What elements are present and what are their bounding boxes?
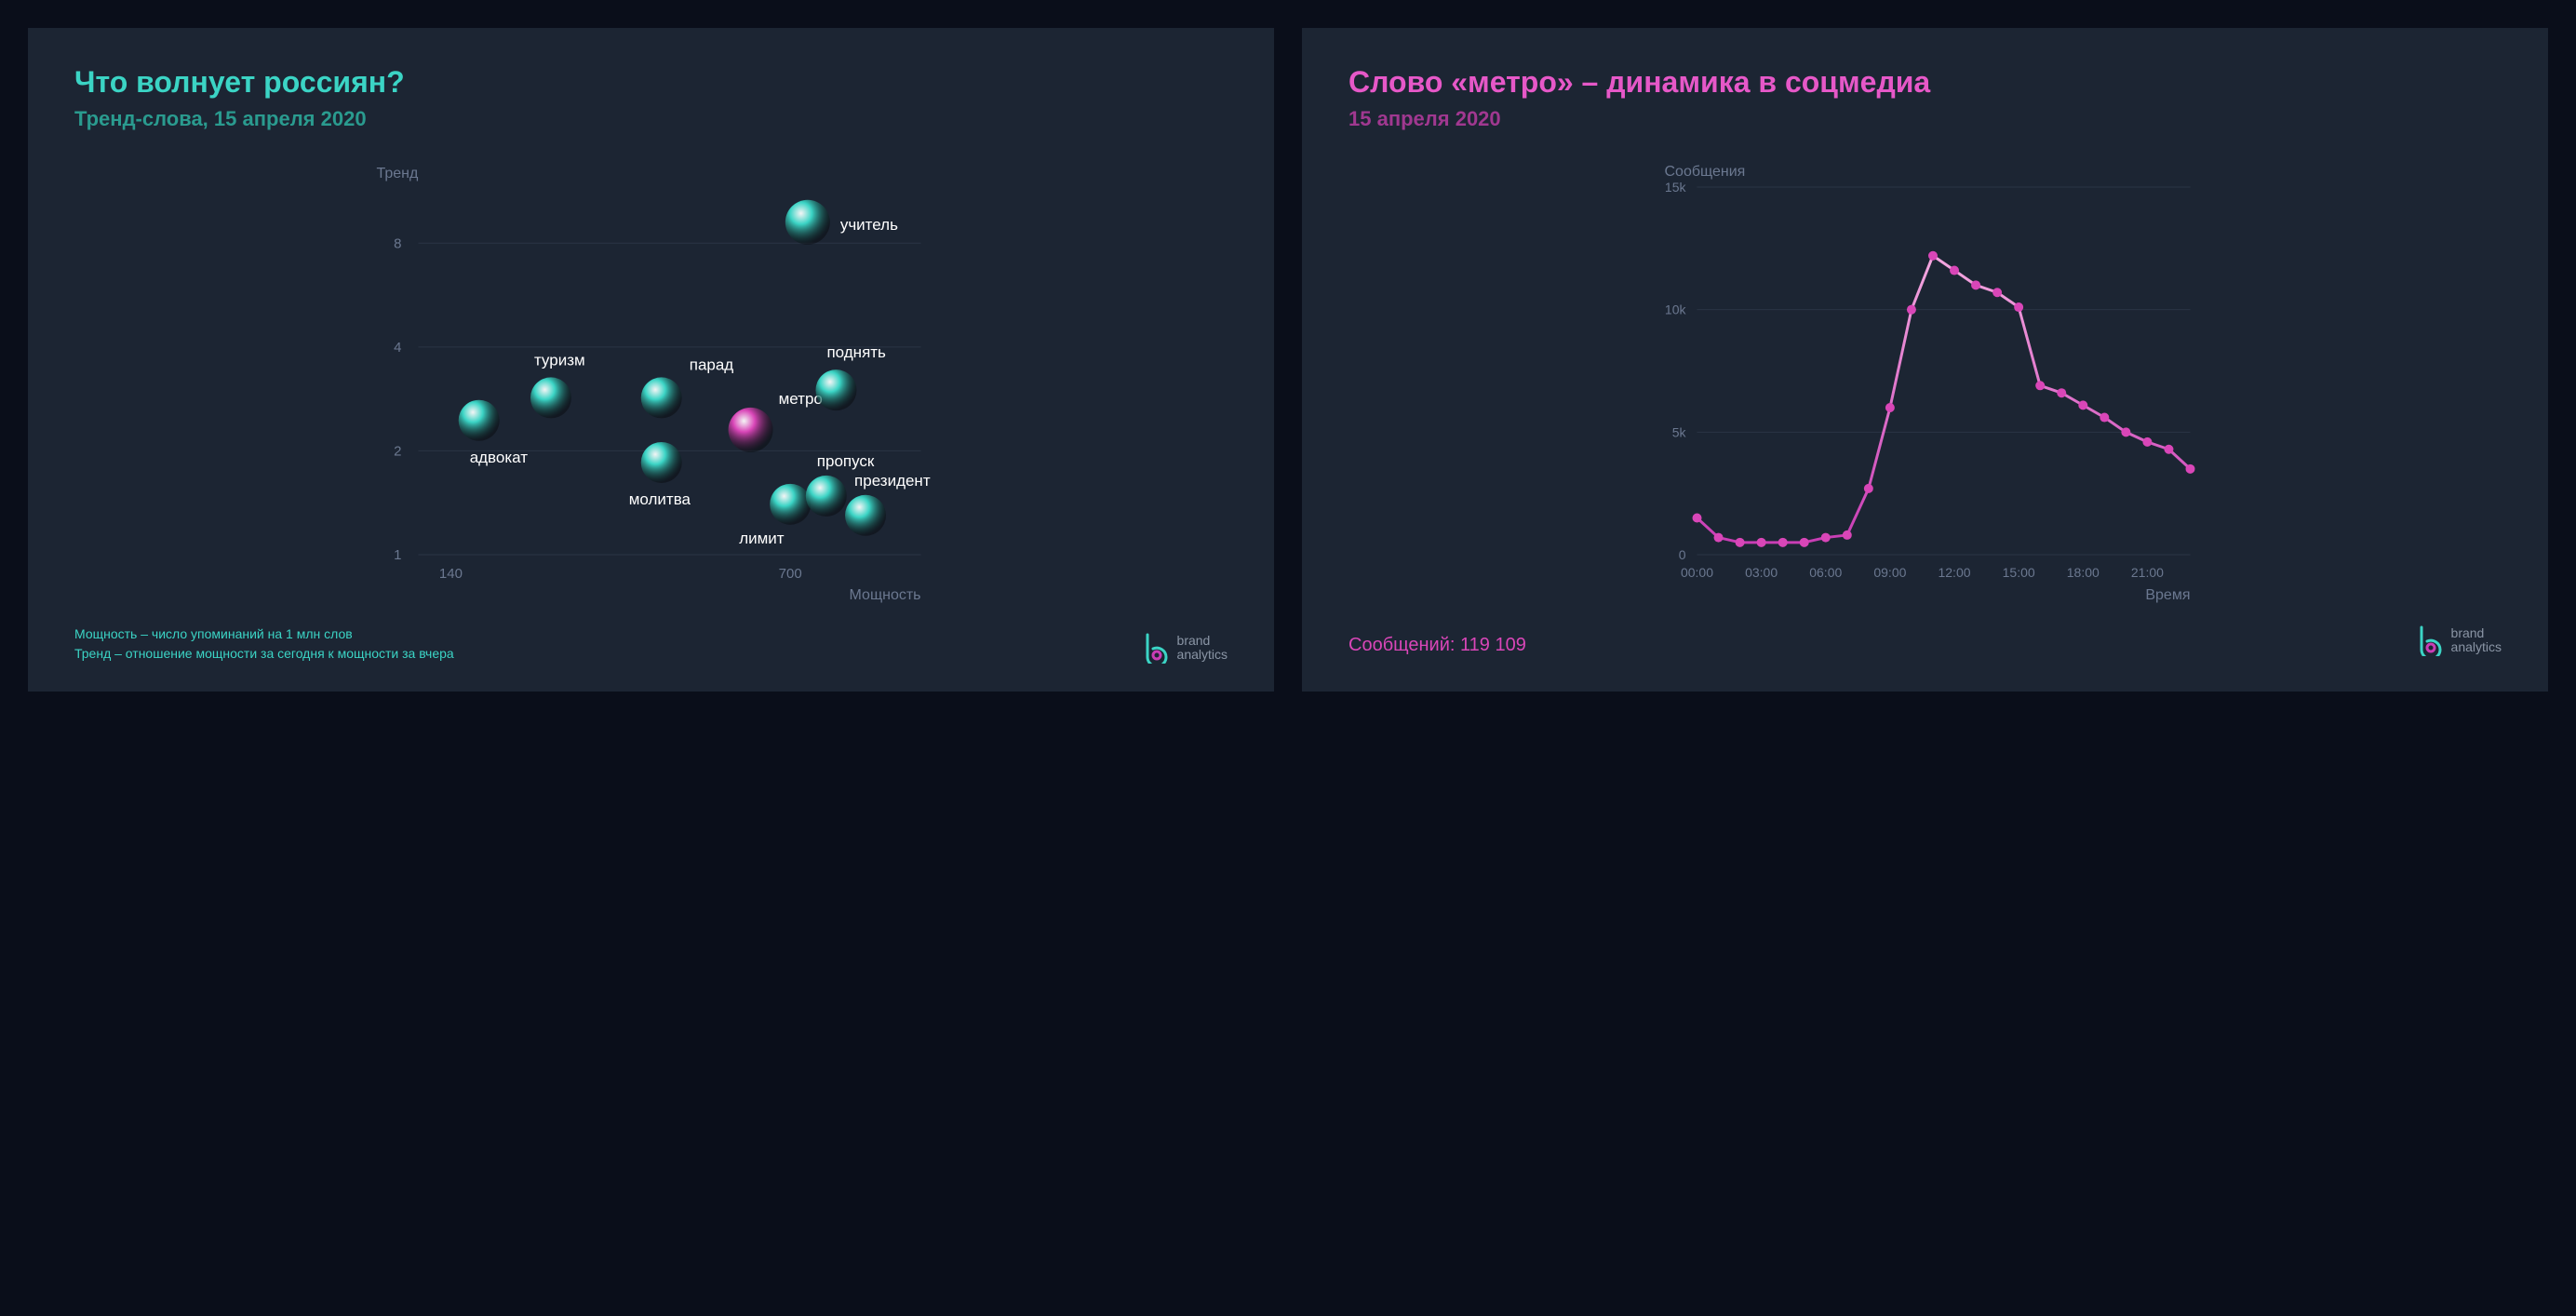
bubble-title: Что волнует россиян? [74,65,1228,100]
logo-analytics: analytics [2451,640,2502,654]
logo-brand: brand [1177,634,1228,648]
svg-text:2: 2 [394,443,401,459]
svg-text:18:00: 18:00 [2067,565,2100,580]
svg-text:Мощность: Мощность [850,587,921,603]
svg-text:туризм: туризм [534,351,585,369]
svg-text:парад: парад [690,356,734,373]
svg-text:пропуск: пропуск [817,452,875,470]
line-chart-svg: Сообщения 0 5k 10k 15k 00:00 03:00 06:00 09:00 12… [1348,159,2502,606]
total-messages: Сообщений: 119 109 [1348,635,1526,656]
bubble-subtitle: Тренд-слова, 15 апреля 2020 [74,107,1228,131]
line-title: Слово «метро» – динамика в соцмедиа [1348,65,2502,100]
svg-text:Тренд: Тренд [377,166,420,181]
svg-text:учитель: учитель [840,216,898,234]
bubble-footnotes: Мощность – число упоминаний на 1 млн сло… [74,624,454,664]
svg-text:21:00: 21:00 [2131,565,2164,580]
svg-text:140: 140 [439,566,463,582]
svg-text:10k: 10k [1665,302,1687,317]
logo-icon [1142,632,1170,664]
logo-icon [2416,624,2444,656]
bubble-chart-area: Тренд 1 2 4 8 140 700 Мощность адвокат туризм пара… [74,159,1228,606]
svg-text:12:00: 12:00 [1938,565,1970,580]
svg-text:адвокат: адвокат [470,449,529,466]
svg-text:4: 4 [394,340,401,356]
svg-text:03:00: 03:00 [1745,565,1778,580]
footnote-1: Мощность – число упоминаний на 1 млн сло… [74,624,454,644]
bubble-chart-svg: Тренд 1 2 4 8 140 700 Мощность адвокат туризм пара… [74,159,1228,606]
svg-text:09:00: 09:00 [1873,565,1906,580]
brand-logo: brand analytics [2416,624,2502,656]
svg-text:8: 8 [394,235,401,251]
svg-text:00:00: 00:00 [1681,565,1713,580]
brand-logo: brand analytics [1142,632,1228,664]
footnote-2: Тренд – отношение мощности за сегодня к … [74,644,454,664]
svg-text:лимит: лимит [739,530,785,547]
bubble-chart-panel: Что волнует россиян? Тренд-слова, 15 апр… [28,28,1274,692]
line-chart-area: Сообщения 0 5k 10k 15k 00:00 03:00 06:00 09:00 12… [1348,159,2502,606]
svg-text:Сообщения: Сообщения [1665,164,1746,180]
svg-text:06:00: 06:00 [1809,565,1842,580]
svg-text:15:00: 15:00 [2003,565,2035,580]
line-chart-panel: Слово «метро» – динамика в соцмедиа 15 а… [1302,28,2548,692]
svg-text:15k: 15k [1665,180,1687,195]
svg-text:0: 0 [1679,547,1686,562]
svg-text:президент: президент [854,472,931,490]
svg-text:5k: 5k [1672,424,1687,439]
logo-analytics: analytics [1177,648,1228,662]
svg-text:поднять: поднять [826,343,886,361]
svg-text:Время: Время [2145,587,2190,603]
svg-text:700: 700 [779,566,802,582]
svg-text:молитва: молитва [629,490,691,508]
line-subtitle: 15 апреля 2020 [1348,107,2502,131]
svg-text:1: 1 [394,547,401,563]
logo-brand: brand [2451,626,2502,640]
